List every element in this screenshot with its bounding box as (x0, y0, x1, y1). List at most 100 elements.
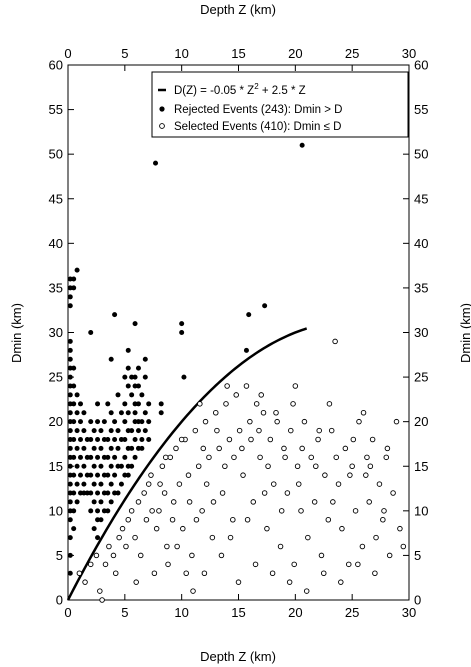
selected-event-point (222, 463, 228, 470)
rejected-event-point (88, 490, 94, 496)
rejected-event-point (67, 552, 73, 558)
y-tick-label-right: 5 (414, 548, 421, 563)
selected-event-point (265, 463, 271, 470)
rejected-event-point (78, 437, 84, 442)
rejected-event-point (108, 410, 114, 416)
rejected-event-point (179, 330, 185, 335)
selected-event-point (260, 410, 267, 416)
selected-event-point (106, 543, 112, 550)
rejected-event-point (88, 437, 94, 442)
rejected-event-point (139, 392, 145, 398)
selected-event-point (128, 508, 135, 514)
selected-event-point (311, 499, 318, 505)
selected-event-point (235, 579, 242, 585)
selected-event-point (400, 543, 407, 550)
right-axis-title: Dmin (km) (458, 303, 471, 363)
selected-event-point (151, 570, 158, 577)
rejected-event-point (91, 428, 97, 434)
selected-event-point (167, 454, 174, 461)
rejected-event-point (95, 508, 101, 514)
selected-event-point (82, 579, 88, 585)
y-tick-label-left: 45 (49, 191, 63, 206)
rejected-event-point (158, 401, 164, 407)
selected-event-point (165, 561, 171, 568)
selected-event-point (239, 445, 245, 452)
selected-event-point (282, 454, 288, 461)
y-tick-label-right: 20 (414, 414, 428, 429)
rejected-event-point (71, 472, 77, 478)
rejected-event-point (108, 499, 114, 505)
selected-event-point (195, 463, 202, 470)
y-tick-label-right: 45 (414, 191, 428, 206)
selected-event-point (397, 525, 403, 532)
rejected-event-point (122, 401, 128, 407)
selected-event-point (326, 401, 333, 407)
rejected-event-point (67, 356, 73, 362)
rejected-event-point (105, 508, 111, 514)
selected-event-point (288, 427, 294, 434)
rejected-event-point (139, 437, 145, 442)
rejected-event-point (81, 410, 87, 416)
top-axis-title: Depth Z (km) (200, 2, 276, 17)
rejected-event-point (71, 490, 77, 496)
rejected-event-point (122, 437, 128, 442)
rejected-event-point (108, 428, 114, 434)
rejected-event-point (74, 428, 80, 434)
selected-event-point (97, 588, 103, 594)
y-tick-label-left: 20 (49, 414, 63, 429)
selected-event-point (330, 499, 336, 505)
rejected-event-point (98, 499, 104, 505)
rejected-event-point (129, 445, 135, 451)
selected-event-point (342, 445, 349, 452)
rejected-event-point (88, 419, 94, 425)
selected-event-point (347, 472, 353, 478)
y-tick-label-right: 50 (414, 147, 428, 162)
legend-rejected-label: Rejected Events (243): Dmin > D (174, 104, 342, 116)
rejected-event-point (135, 401, 141, 407)
selected-event-point (244, 517, 251, 523)
y-tick-label-right: 15 (414, 459, 428, 474)
rejected-event-point (112, 472, 118, 478)
rejected-event-point (67, 410, 73, 416)
selected-event-point (231, 454, 237, 461)
rejected-event-point (78, 472, 84, 478)
rejected-event-point (67, 374, 73, 380)
rejected-event-point (95, 401, 101, 407)
rejected-event-point (74, 267, 80, 273)
rejected-event-point (125, 410, 131, 416)
selected-event-point (224, 383, 230, 389)
selected-event-point (125, 517, 131, 523)
rejected-event-point (101, 419, 107, 425)
rejected-event-point (95, 535, 101, 541)
selected-event-point (305, 534, 311, 541)
selected-event-point (269, 570, 276, 577)
rejected-event-point (81, 481, 87, 487)
selected-event-point (214, 427, 220, 434)
selected-event-point (386, 552, 393, 559)
rejected-event-point (71, 419, 77, 425)
selected-event-point (349, 463, 355, 470)
selected-event-point (267, 436, 274, 443)
selected-event-point (325, 517, 332, 523)
selected-event-point (295, 481, 302, 487)
selected-event-point (226, 436, 233, 443)
rejected-event-point (105, 401, 111, 407)
selected-event-point (257, 454, 263, 461)
rejected-event-point (118, 481, 124, 487)
selected-event-point (360, 410, 367, 416)
selected-event-point (116, 534, 122, 541)
y-tick-label-left: 15 (49, 459, 63, 474)
rejected-event-point (71, 526, 77, 532)
selected-event-point (322, 472, 328, 478)
legend-curve-label: D(Z) = -0.05 * Z2 + 2.5 * Z (174, 82, 306, 97)
y-tick-label-left: 0 (56, 593, 63, 608)
selected-event-point (390, 490, 396, 496)
legend-selected-label: Selected Events (410): Dmin ≤ D (174, 121, 341, 133)
selected-event-point (278, 508, 285, 514)
selected-event-point (110, 552, 117, 559)
rejected-event-point (81, 445, 87, 451)
x-tick-label-bottom: 30 (402, 605, 416, 620)
selected-event-point (292, 383, 299, 389)
selected-event-point (218, 552, 225, 559)
